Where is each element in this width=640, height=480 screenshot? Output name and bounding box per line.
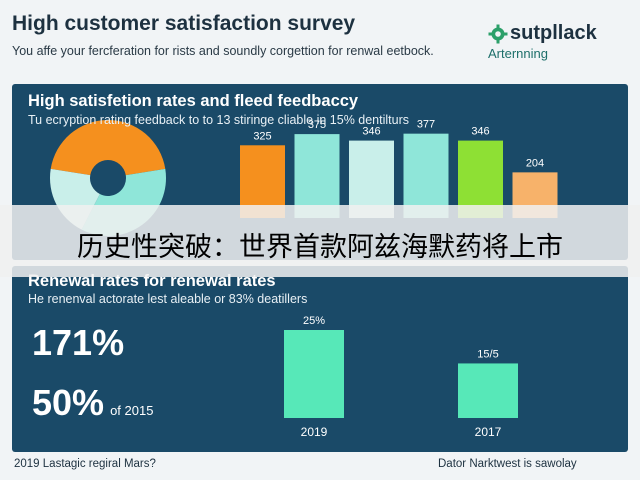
- brand-name: sutpllack: [510, 22, 597, 44]
- footer-note-left: 2019 Lastagic regiral Mars?: [14, 458, 156, 470]
- renewal-stat-primary: 171%: [32, 322, 124, 364]
- data-label: 377: [417, 119, 435, 131]
- bar: [284, 330, 344, 418]
- bar: [403, 133, 449, 218]
- renewal-stat-secondary-note: of 2015: [110, 403, 154, 418]
- gear-icon: [488, 24, 508, 44]
- page-subtitle: You affe your fercferation for rists and…: [12, 44, 434, 58]
- renewal-stat-secondary-value: 50%: [32, 382, 105, 423]
- header: High customer satisfaction survey You af…: [0, 0, 640, 80]
- satisfaction-chart-subtitle: Tu ecryption rating feedback to to 13 st…: [28, 113, 409, 127]
- data-label: 15/5: [477, 348, 498, 360]
- renewal-chart-subtitle: He renenval actorate lest aleable or 83%…: [28, 292, 308, 306]
- renewal-stat-primary-value: 171%: [32, 322, 125, 363]
- renewal-chart: 25% 2019 15/5 2017: [284, 315, 518, 439]
- bar: [458, 363, 518, 418]
- bar: [294, 134, 340, 218]
- satisfaction-chart: 325 375 346 377 346 204: [50, 119, 558, 236]
- satisfaction-chart-title: High satisfetion rates and fleed feedbac…: [28, 92, 359, 110]
- x-tick-label: 2017: [475, 425, 502, 439]
- x-tick-label: 2019: [301, 425, 328, 439]
- data-label: 346: [471, 126, 489, 138]
- data-label: 25%: [303, 315, 325, 327]
- page-title: High customer satisfaction survey: [12, 12, 356, 35]
- renewal-stat-secondary: 50% of 2015: [32, 382, 153, 424]
- donut-slice: [50, 120, 166, 176]
- renewal-panel: 25% 2019 15/5 2017 Renewal rates for renewa…: [12, 266, 628, 452]
- brand-tagline: Arternning: [488, 46, 548, 61]
- data-label: 204: [526, 157, 544, 169]
- data-label: 346: [362, 126, 380, 138]
- headline-banner: 历史性突破：世界首款阿兹海默药将上市: [0, 205, 640, 277]
- brand-logo: sutpllack Arternning: [488, 20, 638, 70]
- data-label: 325: [253, 130, 271, 142]
- headline-banner-text: 历史性突破：世界首款阿兹海默药将上市: [77, 232, 563, 263]
- data-label: 375: [308, 119, 326, 131]
- footer-note-right: Dator Narktwest is sawolay: [438, 458, 577, 470]
